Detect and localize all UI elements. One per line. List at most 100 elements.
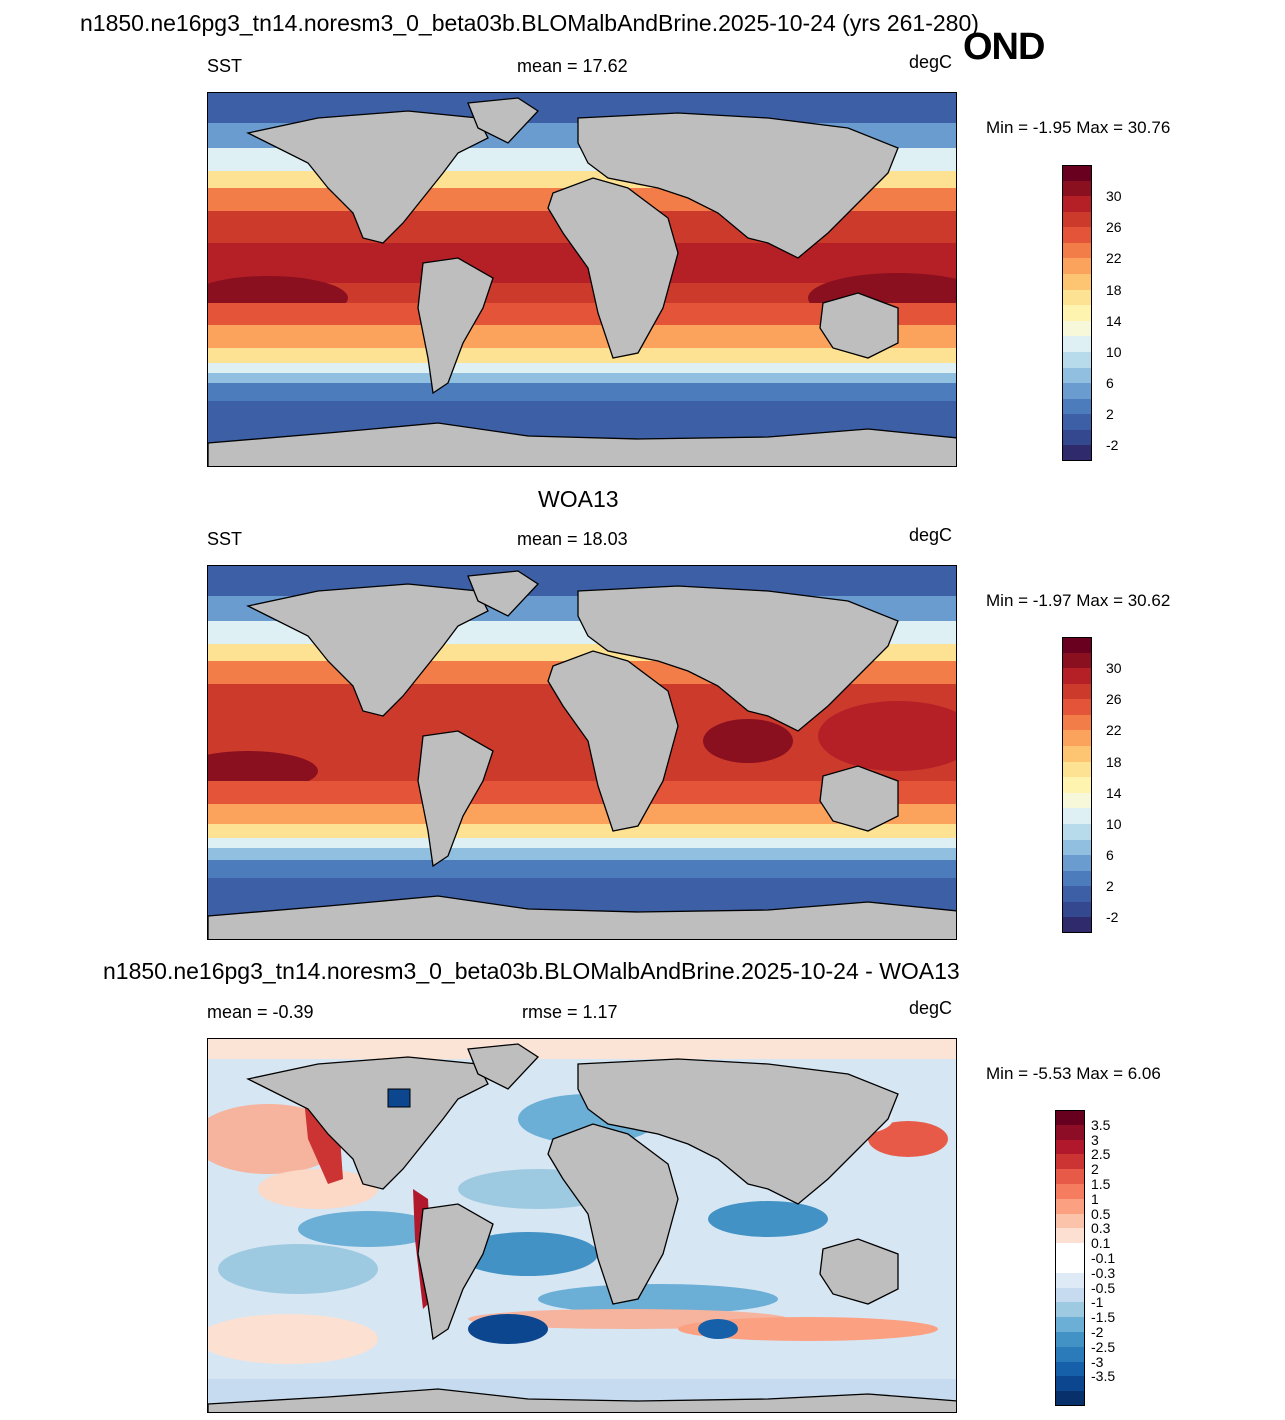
colorbar-tick-label: 30 — [1106, 660, 1122, 677]
sst-map-diff — [207, 1038, 957, 1413]
colorbar-swatch — [1062, 289, 1092, 306]
colorbar-swatch — [1055, 1302, 1085, 1318]
panel-units-label: degC — [909, 998, 953, 1018]
colorbar-swatch — [1062, 414, 1092, 431]
panel-units-label: degC — [909, 525, 953, 545]
colorbar-swatch — [1062, 227, 1092, 244]
colorbar-tick-label: 1.5 — [1091, 1176, 1111, 1192]
sst-map-obs — [207, 565, 957, 940]
colorbar-swatch — [1055, 1213, 1085, 1229]
colorbar-swatch — [1062, 242, 1092, 259]
colorbar-tick-label: 18 — [1106, 281, 1122, 298]
colorbar-swatch — [1055, 1184, 1085, 1200]
colorbar-swatch — [1062, 165, 1092, 182]
colorbar-swatch — [1055, 1272, 1085, 1289]
panel-mean-label: mean = 17.62 — [517, 56, 628, 76]
colorbar-swatch — [1062, 917, 1092, 934]
colorbar-swatch — [1055, 1361, 1085, 1377]
colorbar-tick-label: 30 — [1106, 188, 1122, 205]
colorbar-tick-label: -3.5 — [1091, 1368, 1116, 1385]
panel-mean-label: mean = 18.03 — [517, 529, 628, 549]
colorbar-tick-label: 6 — [1106, 847, 1114, 864]
colorbar-swatch — [1062, 901, 1092, 918]
colorbar-swatch — [1062, 714, 1092, 731]
colorbar-swatch — [1062, 211, 1092, 228]
panel-rmse-label: rmse = 1.17 — [522, 1002, 618, 1022]
colorbar-tick-label: -1 — [1091, 1294, 1104, 1311]
colorbar-swatch — [1055, 1154, 1085, 1170]
colorbar-tick-label: -3 — [1091, 1353, 1104, 1370]
colorbar-swatch — [1062, 823, 1092, 841]
colorbar-tick-label: -2 — [1106, 909, 1119, 926]
colorbar-tick-label: 3.5 — [1091, 1116, 1111, 1133]
colorbar-tick-label: 22 — [1106, 250, 1122, 267]
colorbar-swatch — [1062, 808, 1092, 825]
colorbar-swatch — [1062, 730, 1092, 747]
colorbar-tick-label: 1 — [1091, 1190, 1099, 1207]
panel-title: WOA13 — [538, 486, 619, 512]
colorbar-tick-label: -0.5 — [1091, 1279, 1116, 1296]
colorbar-diff: 3.5 3 2.5 2 1.5 1 0.5 0.3 0.1 -0.1 -0.3 -0.5 -1 -1.5-… — [1055, 1110, 1175, 1407]
colorbar-swatch — [1055, 1228, 1085, 1244]
colorbar-tick-label: -0.3 — [1091, 1264, 1116, 1281]
colorbar-obs: 30 26 22 18 14 10 6 2 -2 — [1062, 637, 1182, 934]
colorbar-tick-label: 2 — [1106, 878, 1114, 895]
colorbar-swatch — [1055, 1139, 1085, 1155]
colorbar-tick-label: 0.5 — [1091, 1205, 1111, 1222]
colorbar-tick-label: 10 — [1106, 343, 1122, 360]
colorbar-swatch — [1062, 839, 1092, 856]
colorbar-swatch — [1055, 1243, 1085, 1259]
colorbar-tick-label: 2 — [1091, 1161, 1099, 1178]
colorbar-model: 30 26 22 18 14 10 6 2 -2 — [1062, 165, 1182, 462]
colorbar-swatch — [1055, 1346, 1085, 1363]
colorbar-tick-label: 18 — [1106, 753, 1122, 770]
colorbar-swatch — [1062, 429, 1092, 446]
colorbar-swatch — [1062, 855, 1092, 872]
colorbar-swatch — [1055, 1376, 1085, 1392]
colorbar-tick-label: 14 — [1106, 784, 1122, 801]
season-label: OND — [963, 26, 1045, 68]
colorbar-swatch — [1062, 777, 1092, 794]
colorbar-tick-label: 2.5 — [1091, 1146, 1111, 1163]
colorbar-swatch — [1062, 637, 1092, 654]
colorbar-tick-label: -2.5 — [1091, 1338, 1116, 1355]
panel-variable-label: SST — [207, 56, 243, 76]
colorbar-swatch — [1062, 445, 1092, 462]
colorbar-tick-label: 14 — [1106, 312, 1122, 329]
panel-mean-label: mean = -0.39 — [207, 1002, 314, 1022]
colorbar-swatch — [1062, 668, 1092, 685]
colorbar-swatch — [1055, 1391, 1085, 1407]
colorbar-swatch — [1055, 1332, 1085, 1348]
sst-field-diff — [208, 1039, 956, 1412]
colorbar-swatch — [1062, 699, 1092, 716]
colorbar-swatch — [1062, 792, 1092, 809]
colorbar-tick-label: 3 — [1091, 1131, 1099, 1148]
colorbar-swatch — [1055, 1110, 1085, 1126]
colorbar-tick-label: -2 — [1091, 1324, 1104, 1340]
colorbar-swatch — [1062, 305, 1092, 322]
sst-field-obs — [208, 566, 956, 939]
colorbar-swatch — [1062, 870, 1092, 887]
colorbar-swatch — [1062, 367, 1092, 384]
colorbar-swatch — [1062, 351, 1092, 369]
colorbar-tick-label: -0.1 — [1091, 1250, 1116, 1266]
colorbar-swatch — [1062, 180, 1092, 197]
colorbar-swatch — [1062, 746, 1092, 763]
colorbar-tick-label: 26 — [1106, 219, 1122, 236]
sst-map-model — [207, 92, 957, 467]
colorbar-swatch — [1062, 398, 1092, 415]
colorbar-tick-label: 0.1 — [1091, 1235, 1111, 1252]
colorbar-swatch — [1062, 258, 1092, 275]
colorbar-swatch — [1062, 683, 1092, 700]
colorbar-tick-label: 2 — [1106, 406, 1114, 423]
panel-units-label: degC — [909, 52, 953, 72]
panel-minmax-label: Min = -1.95 Max = 30.76 — [986, 118, 1171, 137]
colorbar-tick-label: 26 — [1106, 691, 1122, 708]
colorbar-swatch — [1062, 336, 1092, 353]
colorbar-tick-label: -2 — [1106, 437, 1119, 454]
colorbar-tick-label: 0.3 — [1091, 1220, 1111, 1237]
colorbar-swatch — [1062, 274, 1092, 291]
colorbar-tick-label: 10 — [1106, 815, 1122, 832]
colorbar-tick-label: 6 — [1106, 375, 1114, 392]
colorbar-swatch — [1062, 652, 1092, 669]
